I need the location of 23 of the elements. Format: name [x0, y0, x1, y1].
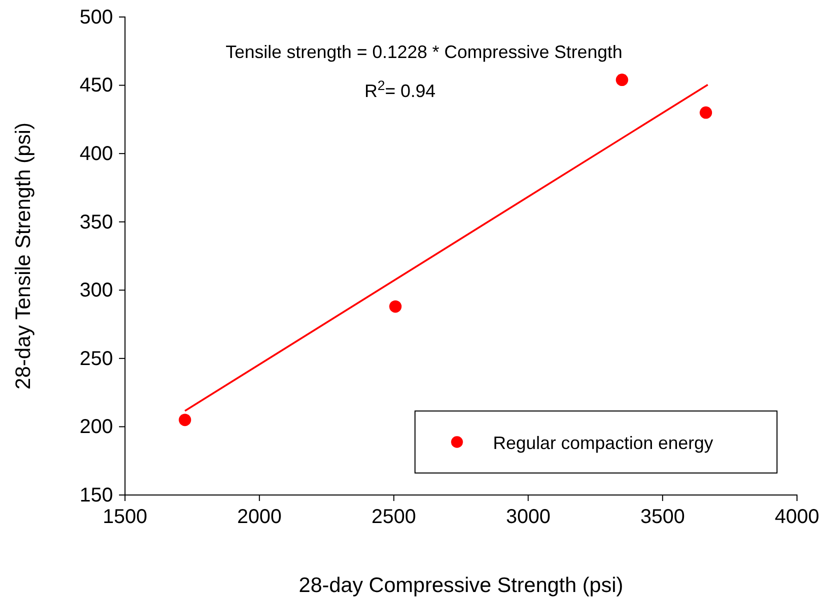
y-tick-label: 250 [80, 348, 113, 370]
x-axis-title: 28-day Compressive Strength (psi) [298, 574, 624, 597]
point [389, 300, 402, 313]
point [178, 414, 192, 426]
y-tick-label: 400 [80, 142, 113, 165]
x-tick-label: 1500 [102, 506, 148, 528]
legend-label: Regular compaction energy [493, 433, 714, 453]
x-tick-label: 2500 [372, 506, 416, 528]
y-tick-label: 350 [80, 211, 113, 234]
annotation: R$^{2}$= 0.94 [364, 78, 436, 101]
point [616, 74, 628, 86]
x-tick-label: 3000 [506, 506, 550, 528]
y-tick-label: 450 [80, 74, 113, 97]
y-tick-label: 150 [80, 484, 113, 506]
annotation: Tensile strength = 0.1228 * Compressive Strength [226, 42, 622, 62]
x-tick-label: 2000 [237, 506, 282, 528]
x-tick-label: 4000 [774, 506, 820, 528]
x-tick-label: 3500 [640, 506, 685, 528]
y-tick-label: 200 [80, 416, 113, 438]
y-tick-label: 300 [80, 280, 113, 302]
y-axis-title: 28-day Tensile Strength (psi) [12, 122, 35, 390]
point [700, 106, 712, 119]
y-tick-label: 500 [80, 6, 113, 28]
